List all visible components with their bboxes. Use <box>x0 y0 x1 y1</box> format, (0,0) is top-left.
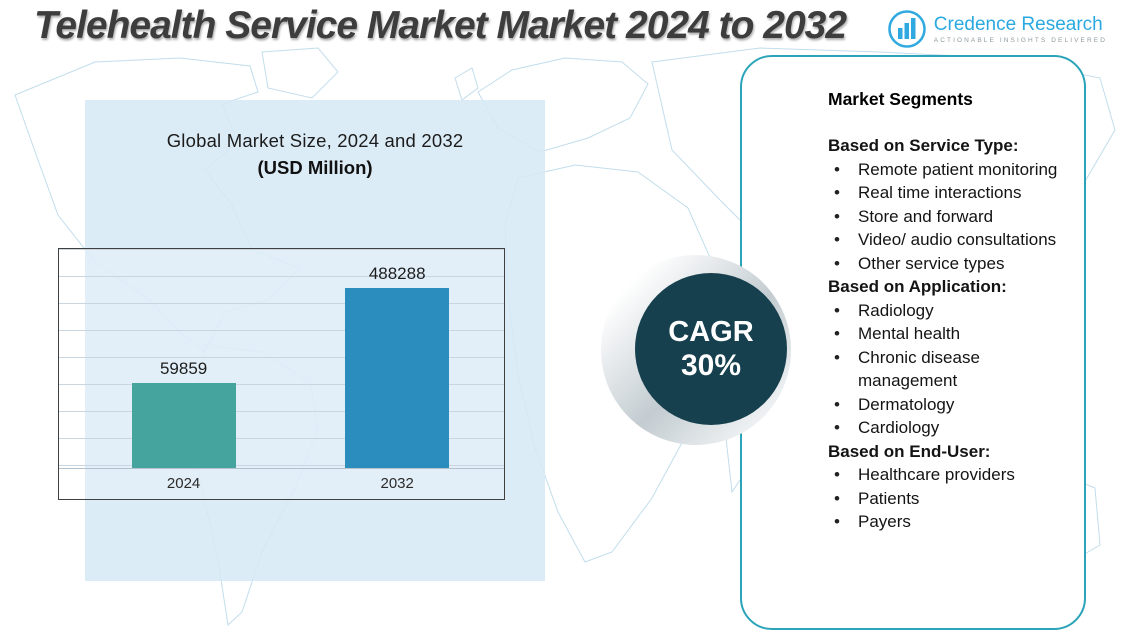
bar-2024 <box>131 383 236 468</box>
segment-item: • Cardiology <box>834 416 1060 440</box>
segment-groups: Based on Service Type: • Remote patient mo… <box>828 134 1060 534</box>
brand-tagline: Actionable Insights Delivered <box>933 37 1107 44</box>
segment-item: • Healthcare providers <box>834 463 1060 487</box>
segment-item-label: Cardiology <box>858 418 940 437</box>
segment-item: • Chronic disease management <box>834 346 1060 393</box>
page-title: Telehealth Service Market Market 2024 to… <box>34 4 847 47</box>
x-label-2024: 2024 <box>166 475 201 492</box>
segment-list: • Remote patient monitoring • Real time int… <box>828 158 1060 276</box>
bar-2032 <box>345 288 450 468</box>
bullet-icon: • <box>834 206 840 226</box>
segment-group: Based on End-User: • Healthcare providers •… <box>828 440 1060 534</box>
segment-item: • Other service types <box>834 252 1060 276</box>
segments-title: Market Segments <box>828 89 973 109</box>
segment-item-label: Healthcare providers <box>858 465 1015 484</box>
bullet-icon: • <box>834 488 840 508</box>
cagr-value: 30% <box>680 348 742 382</box>
chart-subtitle: (USD Million) <box>257 157 373 178</box>
segment-group-heading: Based on End-User: <box>828 441 991 461</box>
segment-item-label: Real time interactions <box>858 183 1022 202</box>
segment-item: • Remote patient monitoring <box>834 158 1060 182</box>
brand-logo: Credence Research Actionable Insights De… <box>887 9 1107 49</box>
segment-item: • Dermatology <box>834 393 1060 417</box>
segment-item-label: Dermatology <box>858 394 955 414</box>
segment-item: • Radiology <box>834 299 1060 323</box>
segment-item-label: Payers <box>858 512 911 531</box>
bullet-icon: • <box>834 347 840 367</box>
bullet-icon: • <box>834 512 840 531</box>
chart-title: Global Market Size, 2024 and 2032 <box>166 130 464 151</box>
brand-text: Credence Research Actionable Insights De… <box>934 14 1107 44</box>
plot-box: 59859 488288 2024 2032 <box>58 248 505 500</box>
segment-list: • Radiology • Mental health • Chronic disease… <box>828 299 1060 440</box>
cagr-circle: CAGR 30% <box>635 273 787 425</box>
bullet-icon: • <box>834 418 840 437</box>
cagr-label: CAGR <box>668 315 754 348</box>
bar-value-2024: 59859 <box>159 359 208 378</box>
bullet-icon: • <box>834 465 840 484</box>
bullet-icon: • <box>834 300 840 320</box>
bullet-icon: • <box>834 230 840 249</box>
bullet-icon: • <box>834 183 840 202</box>
bar-value-2032: 488288 <box>368 264 426 283</box>
segment-item-label: Video/ audio consultations <box>858 230 1057 249</box>
segment-item-label: Remote patient monitoring <box>858 159 1058 179</box>
segment-item-label: Mental health <box>858 324 961 343</box>
bullet-icon: • <box>834 159 840 179</box>
segment-item-label: Radiology <box>858 300 934 320</box>
segment-item: • Video/ audio consultations <box>834 228 1060 252</box>
cagr-badge: CAGR 30% <box>601 255 791 445</box>
segment-item-label: Store and forward <box>858 206 994 226</box>
segment-group-heading: Based on Application: <box>828 277 1007 296</box>
segment-group: Based on Service Type: • Remote patient mo… <box>828 134 1060 275</box>
plot-area: 59859 488288 <box>59 249 504 469</box>
segment-item-label: Patients <box>858 488 920 508</box>
bar-group-2024: 59859 <box>131 359 236 468</box>
segment-item-label: Chronic disease management <box>858 347 980 391</box>
segment-item-label: Other service types <box>858 253 1005 273</box>
bullet-icon: • <box>834 324 840 343</box>
segment-item: • Store and forward <box>834 205 1060 229</box>
segment-list: • Healthcare providers • Patients • Payers <box>828 463 1060 534</box>
x-axis: 2024 2032 <box>59 469 504 499</box>
segment-item: • Mental health <box>834 322 1060 346</box>
segment-group-heading: Based on Service Type: <box>828 136 1019 155</box>
segment-item: • Real time interactions <box>834 181 1060 205</box>
segment-item: • Patients <box>834 487 1060 511</box>
brand-name: Credence Research <box>933 14 1103 35</box>
bar-chart-logo-icon <box>888 10 926 48</box>
segment-item: • Payers <box>834 510 1060 534</box>
market-segments-panel: Market Segments Based on Service Type: • R… <box>740 55 1086 630</box>
bar-group-2032: 488288 <box>345 264 450 468</box>
x-label-2032: 2032 <box>380 475 414 492</box>
bullet-icon: • <box>834 394 840 414</box>
segment-group: Based on Application: • Radiology • Mental h… <box>828 275 1060 440</box>
bullet-icon: • <box>834 253 840 273</box>
